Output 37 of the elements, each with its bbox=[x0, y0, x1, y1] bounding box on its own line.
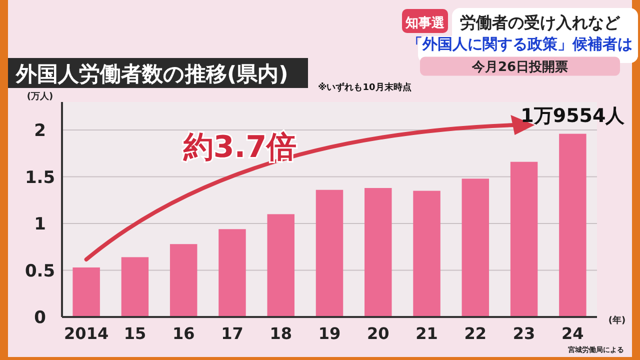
chart-subtitle: ※いずれも10月末時点 bbox=[318, 82, 412, 93]
y-tick-label: 2 bbox=[34, 121, 46, 142]
bar bbox=[364, 188, 392, 317]
y-tick-label: 1 bbox=[34, 214, 46, 235]
x-tick-label: 17 bbox=[221, 324, 244, 343]
bar bbox=[267, 214, 294, 317]
bar bbox=[559, 134, 586, 317]
x-tick-label: 24 bbox=[562, 324, 584, 343]
x-tick-label: 18 bbox=[270, 324, 292, 343]
y-tick-label: 0 bbox=[34, 308, 46, 328]
bar bbox=[316, 190, 344, 317]
bar bbox=[462, 178, 490, 317]
text: 今月26日投開票 bbox=[470, 60, 568, 75]
text: 労働者の受け入れなど bbox=[460, 13, 621, 32]
x-tick-label: 16 bbox=[172, 324, 195, 343]
bar bbox=[121, 257, 149, 317]
x-tick-label: 20 bbox=[367, 324, 390, 343]
x-tick-label: 23 bbox=[512, 324, 536, 343]
x-tick-label: 21 bbox=[416, 324, 438, 343]
x-tick-label: 22 bbox=[464, 324, 487, 343]
bar bbox=[72, 267, 100, 317]
bar bbox=[413, 190, 440, 317]
x-axis-title: (年) bbox=[608, 315, 626, 326]
text: 「外国人に関する政策」候補者は bbox=[408, 35, 632, 53]
annotation: 約3.7倍 bbox=[182, 130, 297, 165]
bar bbox=[218, 229, 246, 317]
annotation: 1万9554人 bbox=[520, 104, 626, 127]
chart-title: 外国人労働者数の推移(県内) bbox=[15, 62, 288, 86]
x-tick-label: 19 bbox=[318, 324, 341, 343]
x-tick-label: 2014 bbox=[64, 324, 109, 343]
y-tick-label: 0.5 bbox=[24, 261, 56, 282]
x-tick-label: 15 bbox=[124, 324, 146, 343]
bar bbox=[510, 162, 538, 317]
y-tick-label: 1.5 bbox=[24, 168, 56, 188]
y-axis-title: (万人) bbox=[26, 91, 54, 102]
text: 知事選 bbox=[404, 16, 446, 31]
bar bbox=[170, 244, 198, 317]
